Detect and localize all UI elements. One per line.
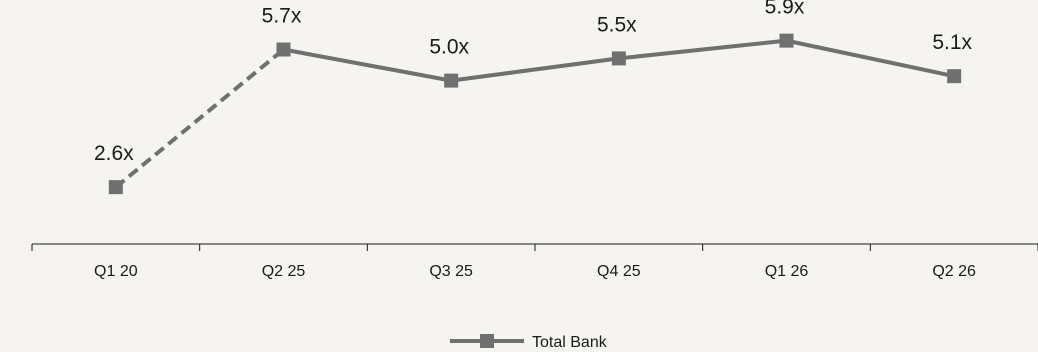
series-total-bank — [109, 34, 961, 195]
x-tick-label: Q2 26 — [932, 263, 976, 280]
data-label: 5.0x — [429, 36, 469, 59]
x-tick-label: Q4 25 — [597, 263, 641, 280]
legend-label: Total Bank — [532, 334, 608, 351]
data-label: 2.6x — [94, 142, 134, 165]
data-point-marker — [612, 51, 626, 65]
data-label: 5.9x — [765, 0, 805, 19]
data-point-marker — [109, 180, 123, 194]
legend-marker — [480, 334, 494, 348]
data-point-marker — [277, 43, 291, 57]
data-label: 5.5x — [597, 13, 637, 36]
series-segment — [787, 41, 955, 77]
series-segment — [284, 50, 452, 81]
x-tick-label: Q2 25 — [262, 263, 306, 280]
x-tick-label: Q1 26 — [765, 263, 809, 280]
x-tick-label: Q1 20 — [94, 263, 138, 280]
series-segment — [451, 58, 619, 80]
x-tick-label: Q3 25 — [429, 263, 473, 280]
series-segment-dashed — [116, 50, 284, 188]
legend: Total Bank — [450, 334, 608, 351]
x-axis: Q1 20 Q2 25 Q3 25 Q4 25 Q1 26 Q2 26 — [32, 244, 1038, 280]
series-segment — [619, 41, 787, 59]
data-label: 5.1x — [932, 31, 972, 54]
data-labels: 2.6x 5.7x 5.0x 5.5x 5.9x 5.1x — [94, 0, 973, 165]
data-label: 5.7x — [262, 5, 302, 28]
data-point-marker — [947, 69, 961, 83]
data-point-marker — [444, 74, 458, 88]
data-point-marker — [780, 34, 794, 48]
